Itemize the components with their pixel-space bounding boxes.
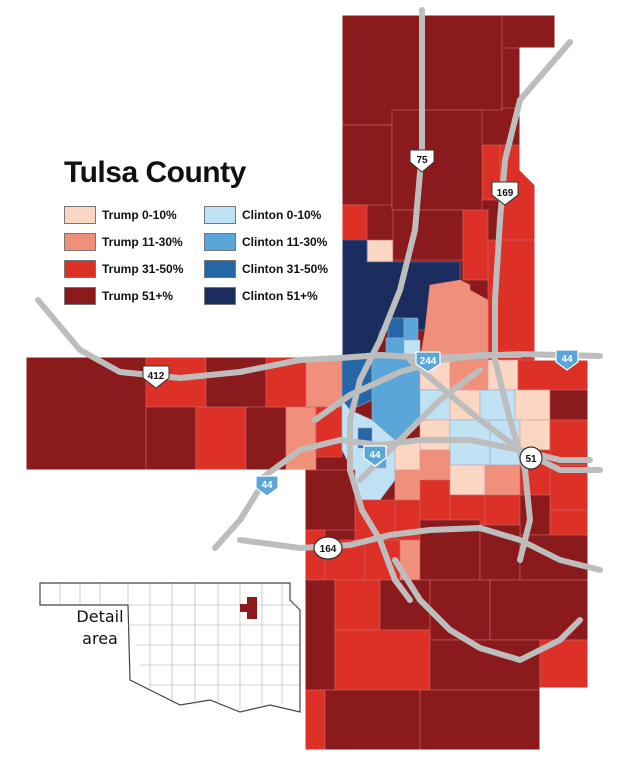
road-i44: [259, 437, 593, 481]
legend-item: Trump 11-30%: [64, 231, 204, 253]
precinct: [392, 209, 464, 261]
precinct: [391, 109, 483, 211]
precinct: [341, 204, 368, 241]
precinct: [394, 469, 421, 501]
legend-item: Clinton 0-10%: [204, 204, 344, 226]
oklahoma-outline: [39, 582, 301, 713]
legend-swatch: [204, 260, 236, 278]
inset-label-line1: Detail: [76, 607, 124, 626]
precinct: [484, 464, 521, 496]
shield-label: 244: [420, 356, 437, 367]
shield-us75: 75: [409, 149, 435, 173]
legend-label: Clinton 0-10%: [242, 208, 322, 222]
shield-i44-west: 44: [255, 475, 279, 497]
inset-label-line2: area: [82, 629, 118, 648]
precinct: [304, 689, 326, 750]
legend-item: Clinton 11-30%: [204, 231, 344, 253]
precinct: [403, 317, 419, 341]
precinct: [419, 449, 451, 481]
precinct: [341, 15, 423, 126]
legend-swatch: [204, 287, 236, 305]
legend-label: Trump 31-50%: [102, 262, 184, 276]
county-outline: [25, 14, 589, 751]
precinct: [195, 406, 247, 471]
legend-swatch: [64, 206, 96, 224]
legend-label: Clinton 11-30%: [242, 235, 328, 249]
legend-label: Trump 51+%: [102, 289, 174, 303]
shield-label: 75: [416, 155, 428, 166]
precinct: [484, 494, 521, 526]
shield-i44-east: 44: [555, 349, 579, 371]
oklahoma-county-grid: [59, 583, 300, 710]
legend-swatch: [204, 206, 236, 224]
precinct: [245, 406, 287, 471]
shield-i44-central: 44: [363, 445, 387, 467]
precinct: [341, 124, 393, 206]
legend: Trump 0-10% Clinton 0-10% Trump 11-30% Clin…: [64, 204, 344, 307]
precinct: [324, 689, 421, 750]
precinct: [462, 209, 489, 281]
legend-swatch: [64, 287, 96, 305]
legend-label: Clinton 31-50%: [242, 262, 329, 276]
precinct: [489, 579, 588, 641]
precinct: [514, 389, 551, 421]
precinct: [419, 479, 451, 521]
shield-label: 44: [261, 480, 273, 491]
shield-label: 44: [369, 450, 381, 461]
legend-swatch: [64, 260, 96, 278]
inset-label: Detail area: [60, 606, 140, 650]
precinct: [305, 356, 343, 408]
shield-label: 51: [525, 454, 537, 465]
legend-swatch: [64, 233, 96, 251]
precinct: [145, 406, 197, 471]
shield-sh164: 164: [313, 536, 343, 560]
shield-label: 164: [320, 544, 337, 555]
precinct: [26, 356, 147, 471]
legend-item: Clinton 31-50%: [204, 258, 344, 280]
precinct-cluster: [419, 279, 489, 361]
shield-i244: 244: [415, 351, 441, 373]
precinct: [304, 579, 336, 691]
precinct: [429, 579, 491, 641]
precinct: [419, 419, 451, 451]
precinct: [205, 356, 267, 408]
precinct: [517, 359, 588, 391]
road-us75: [347, 7, 425, 603]
shield-label: 169: [497, 188, 514, 199]
legend-swatch: [204, 233, 236, 251]
legend-item: Clinton 51+%: [204, 285, 344, 307]
legend-item: Trump 31-50%: [64, 258, 204, 280]
road-i44-west: [212, 477, 268, 551]
road-south-arc: [392, 557, 583, 663]
precinct: [334, 579, 381, 631]
precinct: [366, 239, 394, 263]
precinct: [549, 389, 588, 421]
shield-label: 44: [561, 354, 573, 365]
precinct: [449, 464, 486, 496]
legend-item: Trump 0-10%: [64, 204, 204, 226]
oklahoma-inset: [39, 582, 301, 713]
legend-label: Clinton 51+%: [242, 289, 318, 303]
shield-us412: 412: [142, 365, 170, 389]
detail-area-marker: [240, 604, 254, 612]
legend-label: Trump 0-10%: [102, 208, 177, 222]
precinct: [519, 419, 551, 451]
map-title: Tulsa County: [64, 156, 246, 189]
road-51: [407, 357, 603, 473]
precinct: [304, 469, 356, 531]
precinct: [334, 629, 431, 691]
shield-us169: 169: [491, 181, 519, 206]
shield-label: 412: [148, 371, 165, 382]
precinct: [419, 689, 541, 750]
legend-label: Trump 11-30%: [102, 235, 183, 249]
shield-sh51: 51: [519, 446, 543, 470]
legend-item: Trump 51+%: [64, 285, 204, 307]
road-us169: [492, 39, 573, 563]
precinct: [519, 494, 551, 536]
precinct: [421, 15, 503, 111]
